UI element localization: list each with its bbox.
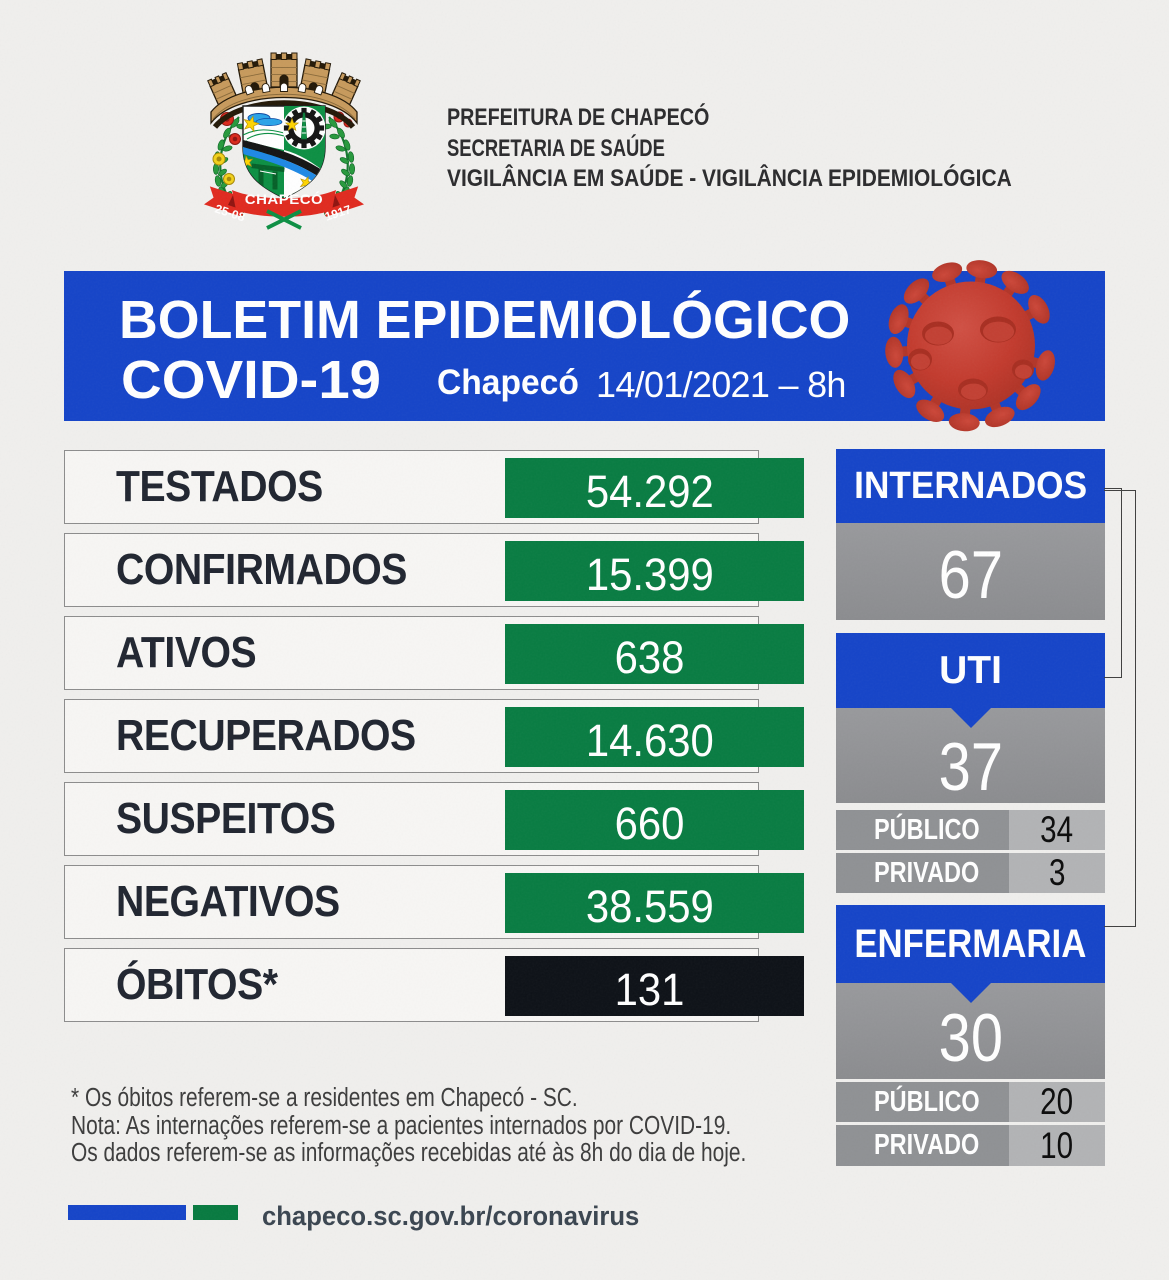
svg-text:CHAPECÓ: CHAPECÓ — [245, 191, 323, 209]
